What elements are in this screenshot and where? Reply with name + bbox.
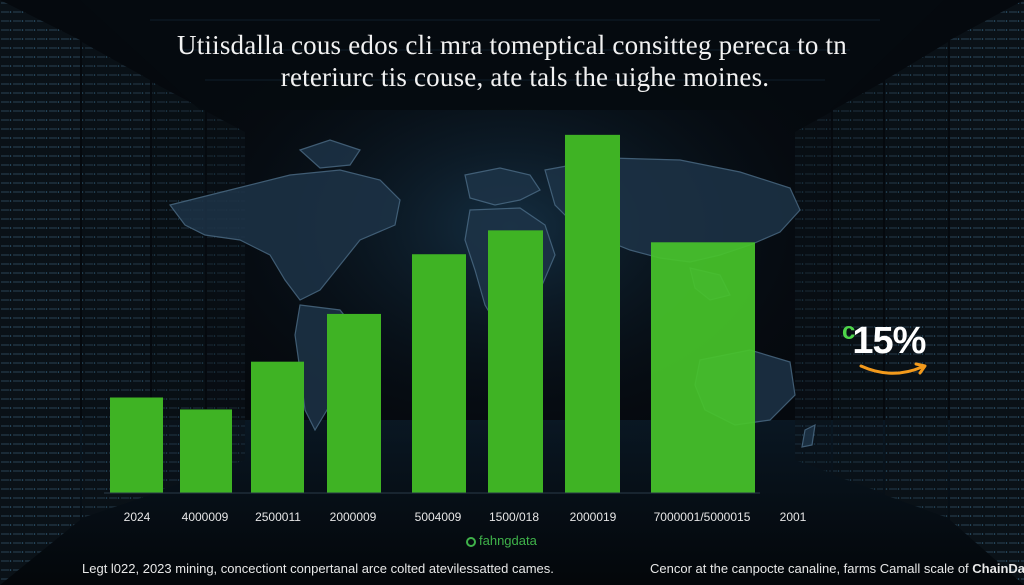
x-tick-label: 5004009 (414, 510, 462, 524)
bar-3 (251, 361, 304, 493)
x-tick-label: 2000009 (329, 510, 377, 524)
x-tick-label: 1500/018 (488, 510, 540, 524)
server-rack-right-4 (795, 112, 831, 473)
smile-arrow-icon (859, 362, 927, 375)
server-rack-right-2 (885, 42, 948, 518)
footer-right-caption: Cencor at the canpocte canaline, farms C… (650, 561, 1024, 576)
x-tick-label: 2500011 (255, 510, 301, 524)
brand-name: fahngdata (479, 533, 537, 548)
x-tick-label: 4000009 (181, 510, 229, 524)
x-tick-label: 7000001/5000015 (653, 510, 751, 524)
x-tick-label: 2000019 (569, 510, 617, 524)
footer-left-caption: Legt l022, 2023 mining, concectiont conp… (82, 561, 554, 576)
callout-value: 15% (852, 320, 926, 362)
chart-title-line-2: reteriurc tis couse, ate tals the uighe … (280, 62, 770, 92)
server-rack-left-1 (0, 0, 80, 585)
bar-8 (651, 242, 755, 493)
server-rack-right-1 (950, 0, 1024, 585)
bar-7 (565, 134, 620, 493)
bar-2 (180, 409, 232, 493)
footer-right-text: Cencor at the canpocte canaline, farms C… (650, 561, 973, 576)
server-rack-right-3 (833, 82, 883, 493)
growth-callout: c15% (842, 318, 926, 363)
footer-right-brand: ChainData (972, 561, 1024, 576)
x-tick-label: 2024 (123, 510, 151, 524)
bar-4 (327, 313, 381, 493)
brand-logo: fahngdata (466, 533, 537, 548)
brand-logo-icon (466, 537, 476, 547)
chart-title-line-1: Utiisdalla cous edos cli mra tomeptical … (177, 30, 847, 60)
callout-prefix: c (842, 318, 855, 345)
bar-5 (412, 254, 466, 493)
x-tick-label: 2001 (779, 510, 807, 524)
bar-6 (488, 230, 543, 493)
bar-1 (110, 397, 163, 493)
server-rack-left-3 (152, 82, 205, 493)
